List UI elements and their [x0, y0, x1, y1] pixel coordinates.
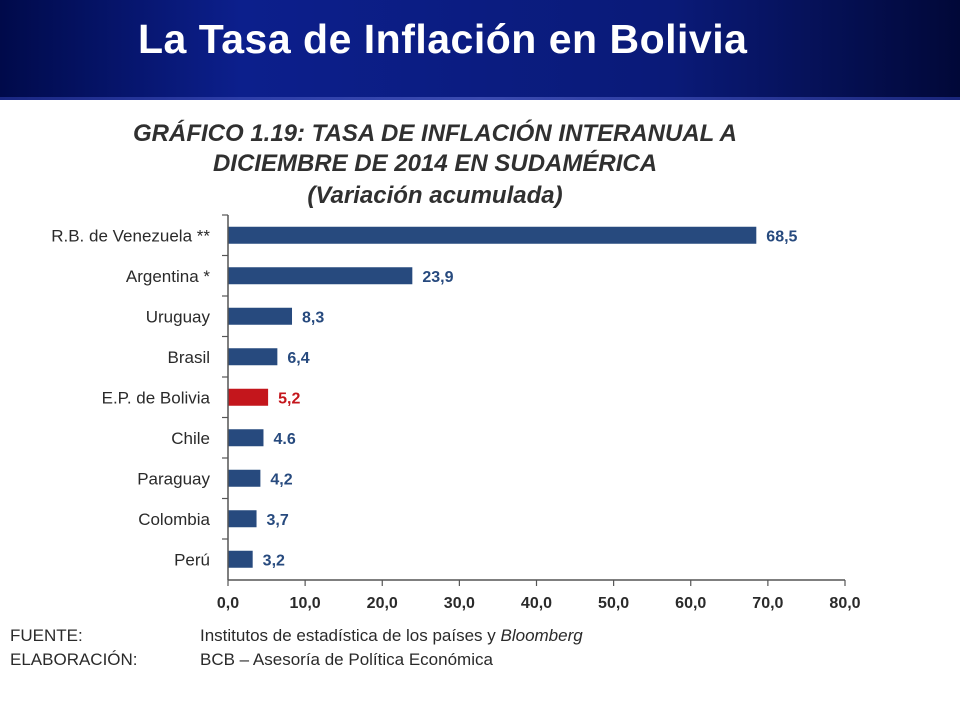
- data-label: 68,5: [766, 228, 797, 245]
- category-label: Perú: [174, 550, 210, 569]
- elaboration-key: ELABORACIÓN:: [10, 650, 138, 669]
- category-label: Paraguay: [137, 469, 210, 488]
- data-label: 3,2: [263, 552, 285, 569]
- x-tick-label: 20,0: [367, 595, 398, 612]
- data-label: 8,3: [302, 309, 324, 326]
- title-banner: La Tasa de Inflación en Bolivia: [0, 0, 960, 100]
- bar: [228, 226, 757, 244]
- data-label: 23,9: [422, 269, 453, 286]
- data-label: 6,4: [287, 350, 309, 367]
- x-tick-label: 0,0: [217, 595, 239, 612]
- chart-subtitle: (Variación acumulada): [307, 182, 563, 209]
- category-label: Chile: [171, 429, 210, 448]
- elaboration-value: BCB – Asesoría de Política Económica: [200, 650, 493, 669]
- page-title: La Tasa de Inflación en Bolivia: [138, 16, 748, 62]
- bar: [228, 429, 264, 447]
- bar: [228, 388, 269, 406]
- x-tick-label: 10,0: [290, 595, 321, 612]
- category-label: E.P. de Bolivia: [102, 388, 211, 407]
- data-label: 4.6: [273, 431, 295, 448]
- source-note: FUENTE: Institutos de estadística de los …: [10, 626, 583, 646]
- bar: [228, 267, 413, 285]
- category-label: Colombia: [138, 510, 210, 529]
- chart-title: GRÁFICO 1.19: TASA DE INFLACIÓN INTERANU…: [132, 120, 738, 147]
- x-tick-label: 40,0: [521, 595, 552, 612]
- axes-layer: 0,0 10,0 20,0 30,0 40,0 50,0 60,0 70,0 80,0: [217, 214, 861, 612]
- source-key: FUENTE:: [10, 626, 83, 645]
- category-label: R.B. de Venezuela **: [51, 226, 210, 245]
- category-label: Argentina *: [126, 267, 210, 286]
- source-value-emphasis: Bloomberg: [500, 626, 583, 645]
- elaboration-note: ELABORACIÓN: BCB – Asesoría de Política E…: [10, 650, 493, 670]
- source-value: Institutos de estadística de los países …: [200, 626, 501, 645]
- data-label: 4,2: [270, 471, 292, 488]
- bar: [228, 469, 261, 487]
- x-tick-label: 70,0: [752, 595, 783, 612]
- chart-title-line-2: DICIEMBRE DE 2014 EN SUDAMÉRICA: [212, 150, 658, 177]
- category-label: Brasil: [167, 348, 210, 367]
- bar: [228, 307, 293, 325]
- bar: [228, 510, 257, 528]
- inflation-bar-chart: R.B. de Venezuela ** 68,5 Argentina * 23,9 U…: [51, 214, 861, 612]
- x-tick-label: 30,0: [444, 595, 475, 612]
- banner-edge: [0, 97, 960, 100]
- x-tick-label: 60,0: [675, 595, 706, 612]
- x-tick-label: 50,0: [598, 595, 629, 612]
- category-label: Uruguay: [146, 307, 211, 326]
- bar: [228, 348, 278, 366]
- x-tick-label: 80,0: [829, 595, 860, 612]
- data-label: 3,7: [267, 512, 289, 529]
- data-label: 5,2: [278, 390, 300, 407]
- bars-layer: R.B. de Venezuela ** 68,5 Argentina * 23,9 U…: [51, 226, 797, 569]
- bar: [228, 550, 253, 568]
